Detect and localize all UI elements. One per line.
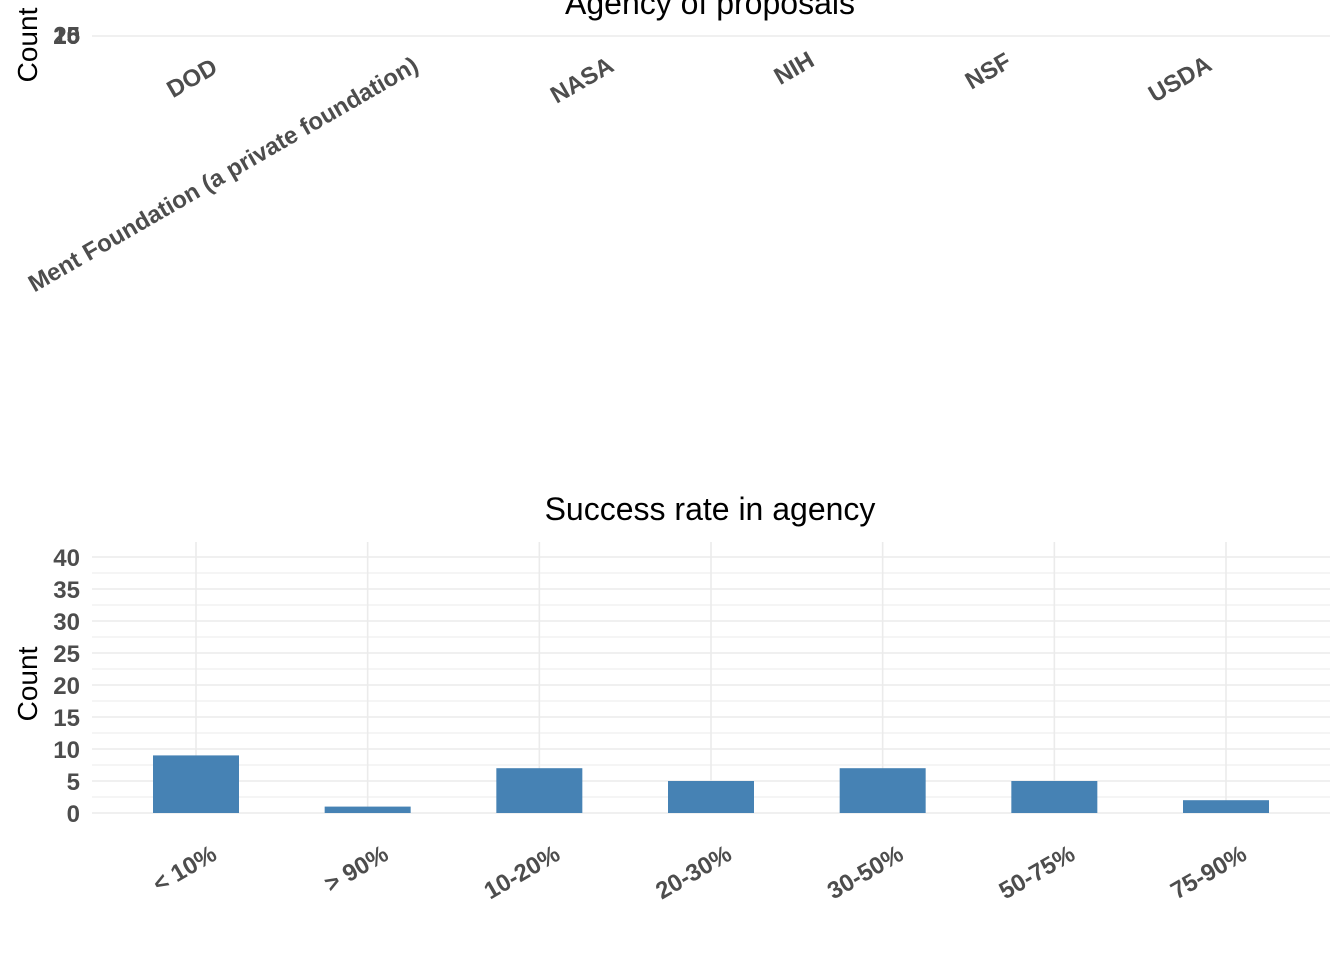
success-rate-y-axis-label: Count xyxy=(12,646,43,721)
success-rate-x-tick-label: > 90% xyxy=(320,840,393,898)
success-rate-bar xyxy=(1011,781,1098,813)
agency-chart-title: Agency of proposals xyxy=(565,0,855,21)
success-rate-y-tick-label: 40 xyxy=(53,545,80,572)
success-rate-panel: Success rate in agency Count 0 5 10 15 20 25 3… xyxy=(12,491,1330,905)
success-rate-x-tick-label: 30-50% xyxy=(823,840,908,905)
success-rate-chart-title: Success rate in agency xyxy=(545,491,876,527)
agency-x-tick-label: DOD xyxy=(162,53,222,103)
agency-x-tick-label: NIH xyxy=(770,46,819,90)
success-rate-y-tick-label: 20 xyxy=(53,673,80,700)
agency-x-tick-label: USDA xyxy=(1144,51,1216,108)
success-rate-y-tick-label: 0 xyxy=(67,801,80,828)
agency-x-tick-label: NSF xyxy=(961,48,1016,95)
agency-y-tick-label: 20 xyxy=(53,23,80,50)
success-rate-bar xyxy=(839,768,926,813)
success-rate-bar xyxy=(153,755,239,813)
success-rate-x-ticks: < 10% > 90% 10-20% 20-30% 30-50% 50-75% 75-90% xyxy=(148,840,1251,905)
success-rate-y-tick-label: 10 xyxy=(53,737,80,764)
success-rate-bar xyxy=(1183,800,1269,813)
success-rate-bar xyxy=(668,781,754,813)
agency-x-tick-label: Ment Foundation (a private foundation) xyxy=(24,52,423,298)
success-rate-y-tick-label: 35 xyxy=(53,577,80,604)
agency-y-tick-label: 0 xyxy=(67,23,80,50)
agency-y-tick-label: 15 xyxy=(53,23,80,50)
agency-y-tick-label: 25 xyxy=(53,23,80,50)
agency-x-tick-label: NASA xyxy=(546,52,618,109)
success-rate-grid xyxy=(92,542,1330,814)
success-rate-bars xyxy=(153,755,1269,813)
success-rate-y-tick-label: 5 xyxy=(67,769,80,796)
agency-y-axis-label: Count xyxy=(12,7,43,82)
success-rate-y-tick-label: 25 xyxy=(53,641,80,668)
success-rate-y-tick-label: 15 xyxy=(53,705,80,732)
success-rate-bar xyxy=(496,768,583,813)
success-rate-x-tick-label: 50-75% xyxy=(995,840,1080,905)
success-rate-x-tick-label: 10-20% xyxy=(480,840,565,905)
success-rate-x-tick-label: 75-90% xyxy=(1166,840,1251,905)
success-rate-y-ticks: 0 5 10 15 20 25 30 35 40 xyxy=(53,545,80,828)
agency-y-tick-label: 10 xyxy=(53,23,80,50)
success-rate-x-tick-label: < 10% xyxy=(148,840,221,898)
success-rate-bar xyxy=(324,806,411,813)
success-rate-x-tick-label: 20-30% xyxy=(651,840,736,905)
success-rate-y-tick-label: 30 xyxy=(53,609,80,636)
agency-y-tick-label: 5 xyxy=(67,23,80,50)
